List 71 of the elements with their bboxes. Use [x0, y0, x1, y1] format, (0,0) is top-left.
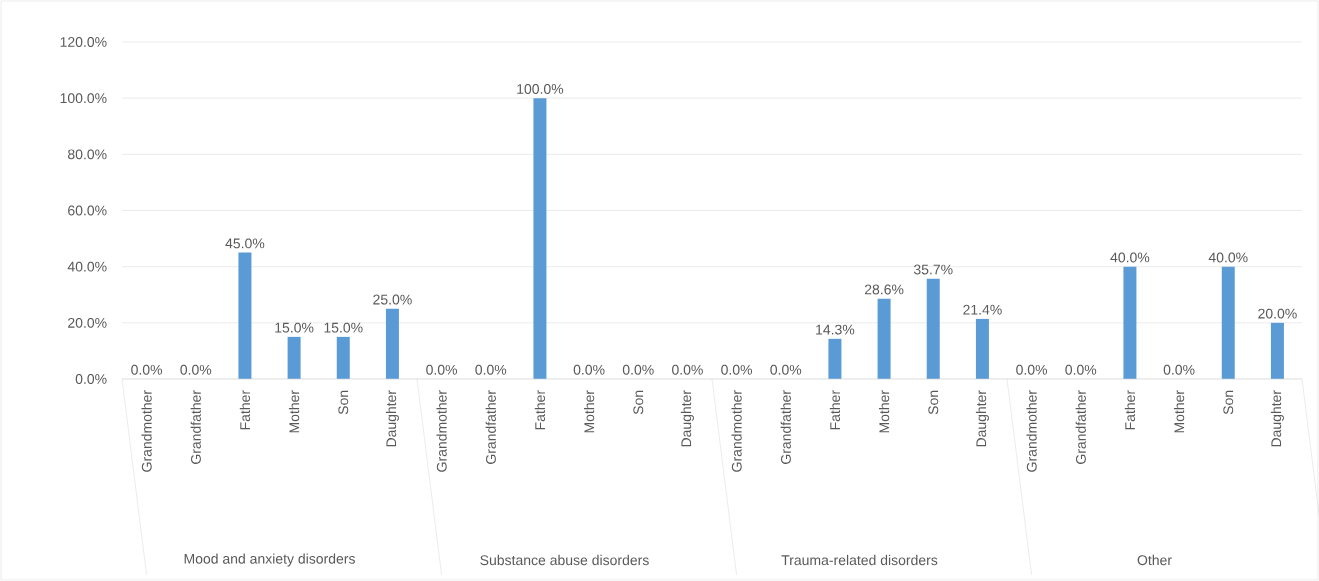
- x-tick-label: Son: [928, 390, 939, 415]
- y-tick-label: 40.0%: [67, 261, 107, 272]
- bar: [877, 298, 891, 379]
- data-label: 45.0%: [225, 238, 265, 249]
- bar: [926, 278, 940, 379]
- data-label: 0.0%: [622, 364, 654, 375]
- bar: [1123, 266, 1137, 379]
- y-tick-label: 100.0%: [60, 93, 107, 104]
- data-label: 40.0%: [1208, 252, 1248, 263]
- x-tick-label: Mother: [1173, 390, 1185, 433]
- data-label: 20.0%: [1258, 308, 1297, 319]
- data-label: 25.0%: [373, 294, 412, 305]
- x-tick-label: Daughter: [680, 390, 694, 447]
- bar: [1221, 266, 1235, 379]
- x-tick-label: Grandmother: [436, 390, 447, 472]
- x-tick-label: Father: [1124, 390, 1136, 430]
- text: Other: [1137, 554, 1172, 566]
- data-label: 14.3%: [816, 324, 855, 335]
- x-tick-label: Father: [534, 390, 546, 430]
- x-tick-label: Mother: [583, 390, 595, 433]
- text: Substance abuse disorders: [480, 554, 649, 566]
- x-tick-label: Grandmother: [731, 390, 742, 472]
- bar: [336, 336, 350, 379]
- x-tick-label: Son: [1223, 390, 1234, 415]
- x-tick-label: Grandmother: [1026, 390, 1037, 472]
- y-tick-label: 0.0%: [75, 374, 107, 384]
- data-label: 0.0%: [180, 364, 212, 375]
- x-tick-label: Father: [829, 390, 841, 430]
- x-tick-label: Mother: [288, 390, 300, 433]
- x-tick-label: Son: [633, 390, 644, 415]
- bar: [533, 98, 547, 379]
- bar: [385, 308, 399, 379]
- data-label: 15.0%: [324, 322, 363, 333]
- data-label: 0.0%: [131, 364, 163, 375]
- data-label: 0.0%: [573, 364, 605, 375]
- bar: [828, 338, 842, 379]
- data-label: 40.0%: [1110, 252, 1150, 263]
- data-label: 0.0%: [770, 364, 802, 375]
- x-tick-label: Grandfather: [485, 390, 496, 464]
- data-label: 0.0%: [426, 364, 458, 375]
- x-tick-label: Grandfather: [780, 390, 791, 464]
- y-tick-label: 120.0%: [60, 37, 107, 47]
- data-label: 0.0%: [721, 364, 753, 375]
- data-label: 0.0%: [1016, 364, 1048, 375]
- x-tick-label: Grandmother: [141, 390, 152, 472]
- data-label: 28.6%: [864, 284, 904, 295]
- x-tick-label: Daughter: [975, 390, 989, 447]
- x-tick-label: Mother: [878, 390, 890, 433]
- data-label: 0.0%: [672, 364, 703, 375]
- data-label: 0.0%: [1065, 364, 1097, 375]
- x-tick-label: Daughter: [1270, 390, 1284, 447]
- x-tick-label: Grandfather: [190, 390, 201, 464]
- x-tick-label: Daughter: [385, 390, 399, 447]
- x-tick-label: Grandfather: [1075, 390, 1086, 464]
- bar: [1270, 322, 1284, 379]
- bar: [238, 252, 252, 379]
- data-label: 21.4%: [963, 304, 1002, 315]
- text: Trauma-related disorders: [781, 554, 938, 566]
- bar: [287, 336, 301, 379]
- data-label: 15.0%: [275, 322, 314, 333]
- data-label: 100.0%: [517, 83, 564, 94]
- bar: [975, 318, 989, 379]
- data-label: 0.0%: [1163, 364, 1195, 375]
- data-label: 0.0%: [475, 364, 507, 375]
- x-tick-label: Son: [338, 390, 349, 415]
- x-tick-label: Father: [239, 390, 251, 430]
- y-tick-label: 20.0%: [68, 317, 107, 328]
- y-tick-label: 60.0%: [68, 205, 107, 216]
- data-label: 35.7%: [913, 264, 953, 275]
- y-tick-label: 80.0%: [67, 149, 107, 160]
- text: Mood and anxiety disorders: [184, 553, 355, 567]
